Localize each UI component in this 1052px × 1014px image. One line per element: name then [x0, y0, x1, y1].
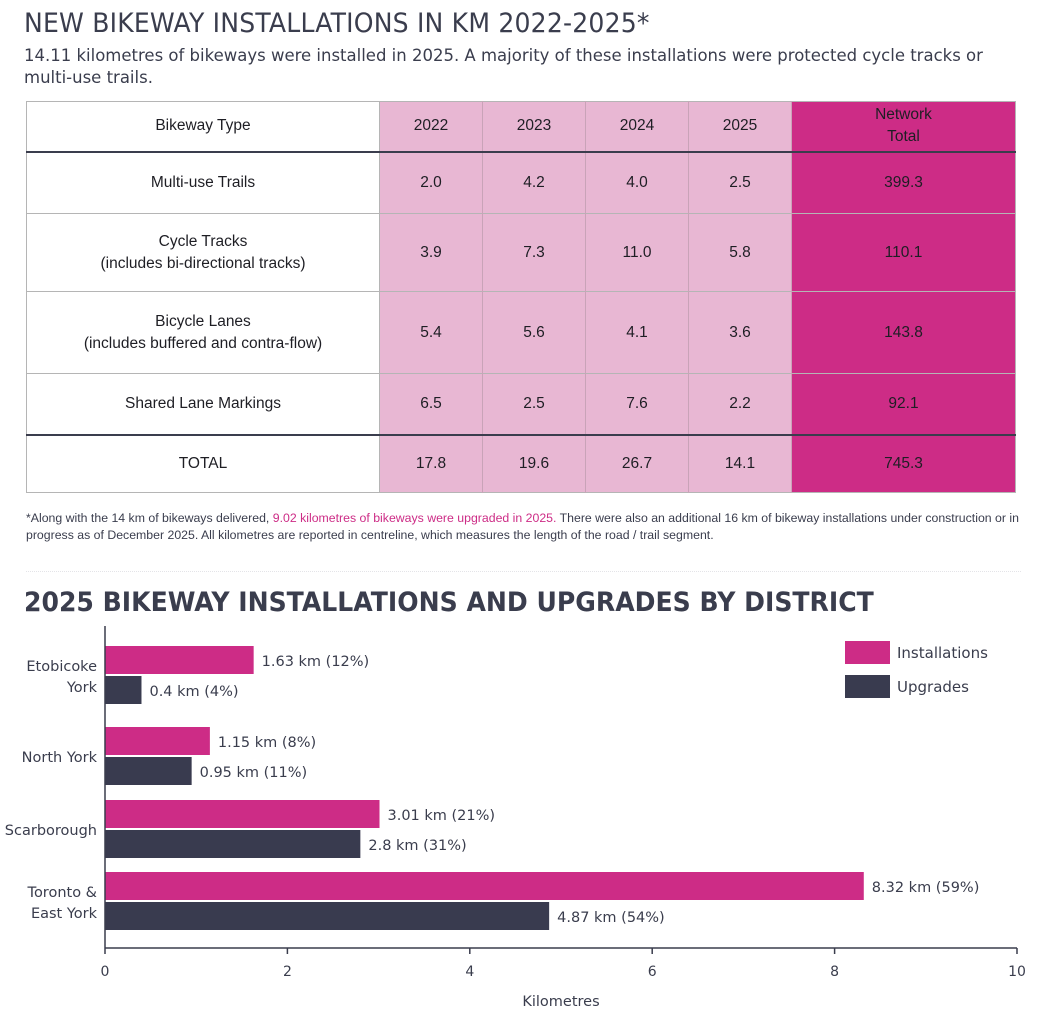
header-network-total: Network Total	[791, 101, 1016, 152]
category-label: Etobicoke	[26, 659, 97, 675]
row-type-line1: Bicycle Lanes	[155, 312, 251, 330]
category-label: North York	[22, 750, 98, 766]
category-label-line2: East York	[31, 906, 98, 922]
row-type-line1: Multi-use Trails	[150, 173, 256, 191]
district-bar-chart: 1.63 km (12%) 0.4 km (4%) Etobicoke York 1.1…	[5, 626, 1026, 1010]
category-label-line2: York	[66, 680, 98, 696]
table-row: Multi-use Trails 2.0 4.2 4.0 2.5 399.3	[26, 151, 1016, 214]
header-bikeway-type: Bikeway Type	[26, 101, 380, 152]
row-type-line1: Shared Lane Markings	[125, 394, 281, 412]
x-tick-label: 8	[830, 964, 839, 980]
header-year: 2023	[482, 101, 586, 152]
table-cell-total: 143.8	[791, 291, 1016, 374]
row-type-label: Bicycle Lanes (includes buffered and con…	[26, 291, 380, 374]
x-tick-label: 4	[465, 964, 474, 980]
table-cell: 7.6	[585, 373, 689, 435]
table-cell-grand-total: 745.3	[791, 434, 1016, 493]
table-cell: 2.2	[688, 373, 792, 435]
table-cell: 3.9	[379, 213, 483, 292]
page-title: NEW BIKEWAY INSTALLATIONS IN KM 2022-202…	[24, 8, 650, 39]
table-cell: 7.3	[482, 213, 586, 292]
bar-installations	[105, 800, 380, 828]
total-row-label: TOTAL	[26, 434, 380, 493]
bar-data-label: 0.95 km (11%)	[200, 765, 308, 781]
row-type-label: Shared Lane Markings	[26, 373, 380, 435]
table-cell-total: 399.3	[791, 151, 1016, 214]
table-cell: 5.4	[379, 291, 483, 374]
table-cell: 4.2	[482, 151, 586, 214]
bar-installations	[105, 727, 210, 755]
bar-upgrades	[105, 676, 142, 704]
row-type-line2: (includes buffered and contra-flow)	[83, 334, 323, 352]
table-cell-total: 92.1	[791, 373, 1016, 435]
table-cell: 5.6	[482, 291, 586, 374]
header-network-total-line2: Total	[887, 128, 920, 146]
x-tick-label: 6	[648, 964, 657, 980]
bar-data-label: 8.32 km (59%)	[872, 880, 980, 896]
header-year: 2024	[585, 101, 689, 152]
row-type-line1: Cycle Tracks	[158, 232, 248, 250]
table-cell: 4.0	[585, 151, 689, 214]
bar-installations	[105, 646, 254, 674]
footnote-highlight: 9.02 kilometres of bikeways were upgrade…	[272, 511, 557, 525]
bar-data-label: 0.4 km (4%)	[149, 684, 238, 700]
chart-plot-area: 1.63 km (12%) 0.4 km (4%) Etobicoke York 1.1…	[5, 626, 1026, 1010]
table-row: Bicycle Lanes (includes buffered and con…	[26, 291, 1016, 374]
header-network-total-line1: Network	[875, 106, 932, 124]
bar-installations	[105, 872, 864, 900]
footnote-text-continued: There were also an additional 16 km of b…	[26, 511, 1019, 542]
section-divider	[26, 571, 1021, 572]
table-header-row: Bikeway Type 2022 2023 2024 2025 Network…	[26, 101, 1016, 152]
bar-upgrades	[105, 830, 361, 858]
category-label: Scarborough	[5, 823, 97, 839]
table-cell: 19.6	[482, 434, 586, 493]
legend-swatch-upgrades	[845, 675, 890, 698]
table-cell: 14.1	[688, 434, 792, 493]
bar-data-label: 2.8 km (31%)	[368, 838, 466, 854]
x-tick-label: 2	[283, 964, 292, 980]
row-type-label: Multi-use Trails	[26, 151, 380, 214]
table-cell: 26.7	[585, 434, 689, 493]
row-type-line2: (includes bi-directional tracks)	[100, 254, 306, 272]
table-cell: 6.5	[379, 373, 483, 435]
table-cell: 2.5	[688, 151, 792, 214]
table-cell: 4.1	[585, 291, 689, 374]
legend-label-upgrades: Upgrades	[897, 678, 969, 696]
table-cell: 5.8	[688, 213, 792, 292]
table-cell: 17.8	[379, 434, 483, 493]
x-tick-label: 0	[101, 964, 110, 980]
page-subtitle: 14.11 kilometres of bikeways were instal…	[24, 46, 983, 87]
bar-data-label: 1.63 km (12%)	[262, 654, 370, 670]
footnote: *Along with the 14 km of bikeways delive…	[26, 510, 1026, 544]
bar-upgrades	[105, 902, 550, 930]
footnote-text: *Along with the 14 km of bikeways delive…	[26, 511, 273, 525]
x-axis-label: Kilometres	[522, 994, 599, 1010]
table-row: Shared Lane Markings 6.5 2.5 7.6 2.2 92.…	[26, 373, 1016, 435]
bikeway-table: Bikeway Type 2022 2023 2024 2025 Network…	[26, 101, 1016, 493]
bar-data-label: 1.15 km (8%)	[218, 735, 316, 751]
category-label: Toronto &	[27, 885, 97, 901]
table-cell: 2.0	[379, 151, 483, 214]
table-cell: 3.6	[688, 291, 792, 374]
bar-data-label: 3.01 km (21%)	[388, 808, 496, 824]
table-row: Cycle Tracks (includes bi-directional tr…	[26, 213, 1016, 292]
x-tick-label: 10	[1008, 964, 1026, 980]
legend-label-installations: Installations	[897, 644, 988, 662]
bar-data-label: 4.87 km (54%)	[557, 910, 665, 926]
row-type-label: Cycle Tracks (includes bi-directional tr…	[26, 213, 380, 292]
legend-swatch-installations	[845, 641, 890, 664]
bar-upgrades	[105, 757, 192, 785]
table-cell: 11.0	[585, 213, 689, 292]
chart-title: 2025 BIKEWAY INSTALLATIONS AND UPGRADES …	[24, 587, 874, 618]
table-cell-total: 110.1	[791, 213, 1016, 292]
header-year: 2022	[379, 101, 483, 152]
table-cell: 2.5	[482, 373, 586, 435]
table-total-row: TOTAL 17.8 19.6 26.7 14.1 745.3	[26, 434, 1016, 493]
header-year: 2025	[688, 101, 792, 152]
